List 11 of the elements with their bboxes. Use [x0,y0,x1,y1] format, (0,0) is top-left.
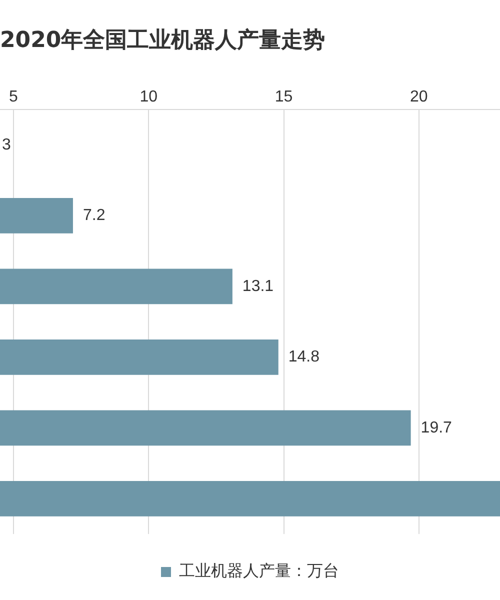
x-tick-label: 15 [274,88,293,106]
chart-title: 2020年全国工业机器人产量走势 [0,26,326,53]
legend-label: 工业机器人产量：万台 [179,561,339,580]
text: 3 [2,136,11,154]
x-tick-label: 5 [9,88,18,106]
x-tick-label: 10 [140,88,158,106]
text: 13.1 [242,278,274,295]
x-tick-label: 20 [410,88,428,106]
text: 19.7 [420,419,452,436]
text: 14.8 [288,348,320,366]
text: 7.2 [82,207,106,224]
